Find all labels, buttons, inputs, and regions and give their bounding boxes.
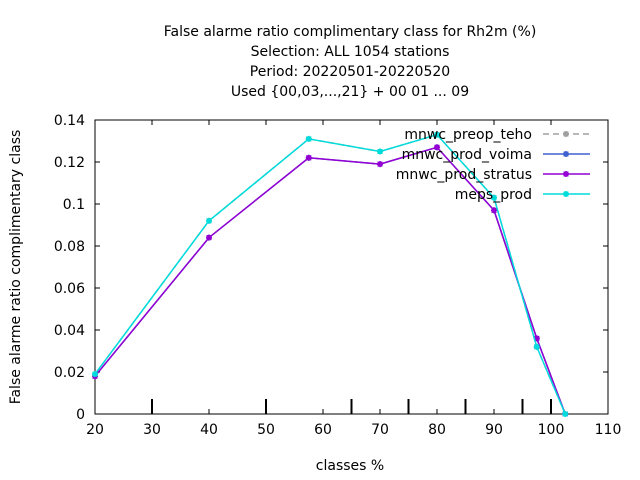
y-tick-label: 0.06 [54, 281, 85, 297]
series-mnwc-prod-stratus-line [94, 146, 566, 415]
series-meps-prod-point [434, 132, 440, 138]
legend-mnwc-prod-voima: mnwc_prod_voima [402, 147, 590, 163]
series-meps-prod-point [206, 218, 212, 224]
y-tick-label: 0.12 [54, 155, 85, 171]
legend-mnwc-prod-stratus-label: mnwc_prod_stratus [396, 167, 532, 183]
series-meps-prod-point [377, 149, 383, 154]
series-mnwc-prod-stratus-point [377, 161, 383, 167]
title-line-2: Selection: ALL 1054 stations [251, 44, 450, 60]
y-axis-label: False alarme ratio complimentary class [8, 130, 24, 405]
x-tick-label: 40 [200, 422, 218, 438]
x-axis-label: classes % [316, 458, 384, 474]
series-meps-prod-point [562, 411, 568, 417]
legend-mnwc-preop-teho-point [563, 131, 569, 137]
y-tick-label: 0.08 [54, 239, 85, 255]
y-tick-label: 0.1 [63, 197, 85, 213]
series-mnwc-prod-voima [92, 144, 569, 417]
y-tick-label: 0.04 [54, 323, 85, 339]
title-line-4: Used {00,03,...,21} + 00 01 ... 09 [231, 84, 469, 100]
legend-meps-prod: meps_prod [455, 187, 590, 203]
x-tick-label: 70 [371, 422, 389, 438]
x-tick-label: 60 [314, 422, 332, 438]
series-meps-prod-point [491, 195, 497, 201]
x-tick-label: 90 [485, 422, 503, 438]
legend-mnwc-preop-teho-label: mnwc_preop_teho [404, 127, 532, 143]
plot-frame [94, 119, 609, 415]
x-tick-label: 110 [595, 422, 622, 438]
legend-mnwc-preop-teho: mnwc_preop_teho [404, 127, 590, 143]
class-marks [151, 399, 552, 414]
x-tick-label: 80 [428, 422, 446, 438]
title-line-3: Period: 20220501-20220520 [250, 64, 450, 80]
series-mnwc-prod-stratus-point [434, 144, 440, 150]
series-group [92, 131, 569, 417]
legend-meps-prod-point [563, 191, 569, 197]
series-meps-prod-line [94, 133, 566, 415]
series-meps-prod-point [534, 344, 540, 350]
x-tick-label: 30 [143, 422, 161, 438]
legend-mnwc-prod-stratus-point [563, 171, 569, 177]
x-tick-label: 50 [257, 422, 275, 438]
x-tick-label: 20 [86, 422, 104, 438]
x-tick-label: 100 [538, 422, 565, 438]
series-mnwc-prod-stratus-point [534, 335, 540, 341]
series-mnwc-prod-stratus-point [206, 235, 212, 241]
series-mnwc-prod-stratus-point [491, 207, 497, 213]
series-mnwc-prod-stratus [92, 144, 569, 417]
axis-ticks: 20 30 40 50 60 70 80 90 100 110 0 0.02 0.04 0.06 0.08 0… [54, 113, 622, 438]
series-meps-prod [92, 131, 569, 417]
chart-title: False alarme ratio complimentary class f… [164, 24, 537, 100]
legend-mnwc-prod-stratus: mnwc_prod_stratus [396, 167, 590, 183]
legend-meps-prod-label: meps_prod [455, 187, 532, 203]
series-mnwc-prod-stratus-point [306, 155, 312, 161]
legend-mnwc-prod-voima-point [563, 151, 569, 157]
series-meps-prod-point [306, 136, 312, 142]
title-line-1: False alarme ratio complimentary class f… [164, 24, 537, 40]
y-tick-label: 0 [76, 407, 85, 423]
series-meps-prod-point [92, 371, 98, 377]
y-tick-label: 0.14 [54, 113, 85, 129]
legend: mnwc_preop_teho mnwc_prod_voima mnwc_prod_… [396, 127, 590, 203]
legend-mnwc-prod-voima-label: mnwc_prod_voima [402, 147, 532, 163]
y-tick-label: 0.02 [54, 365, 85, 381]
